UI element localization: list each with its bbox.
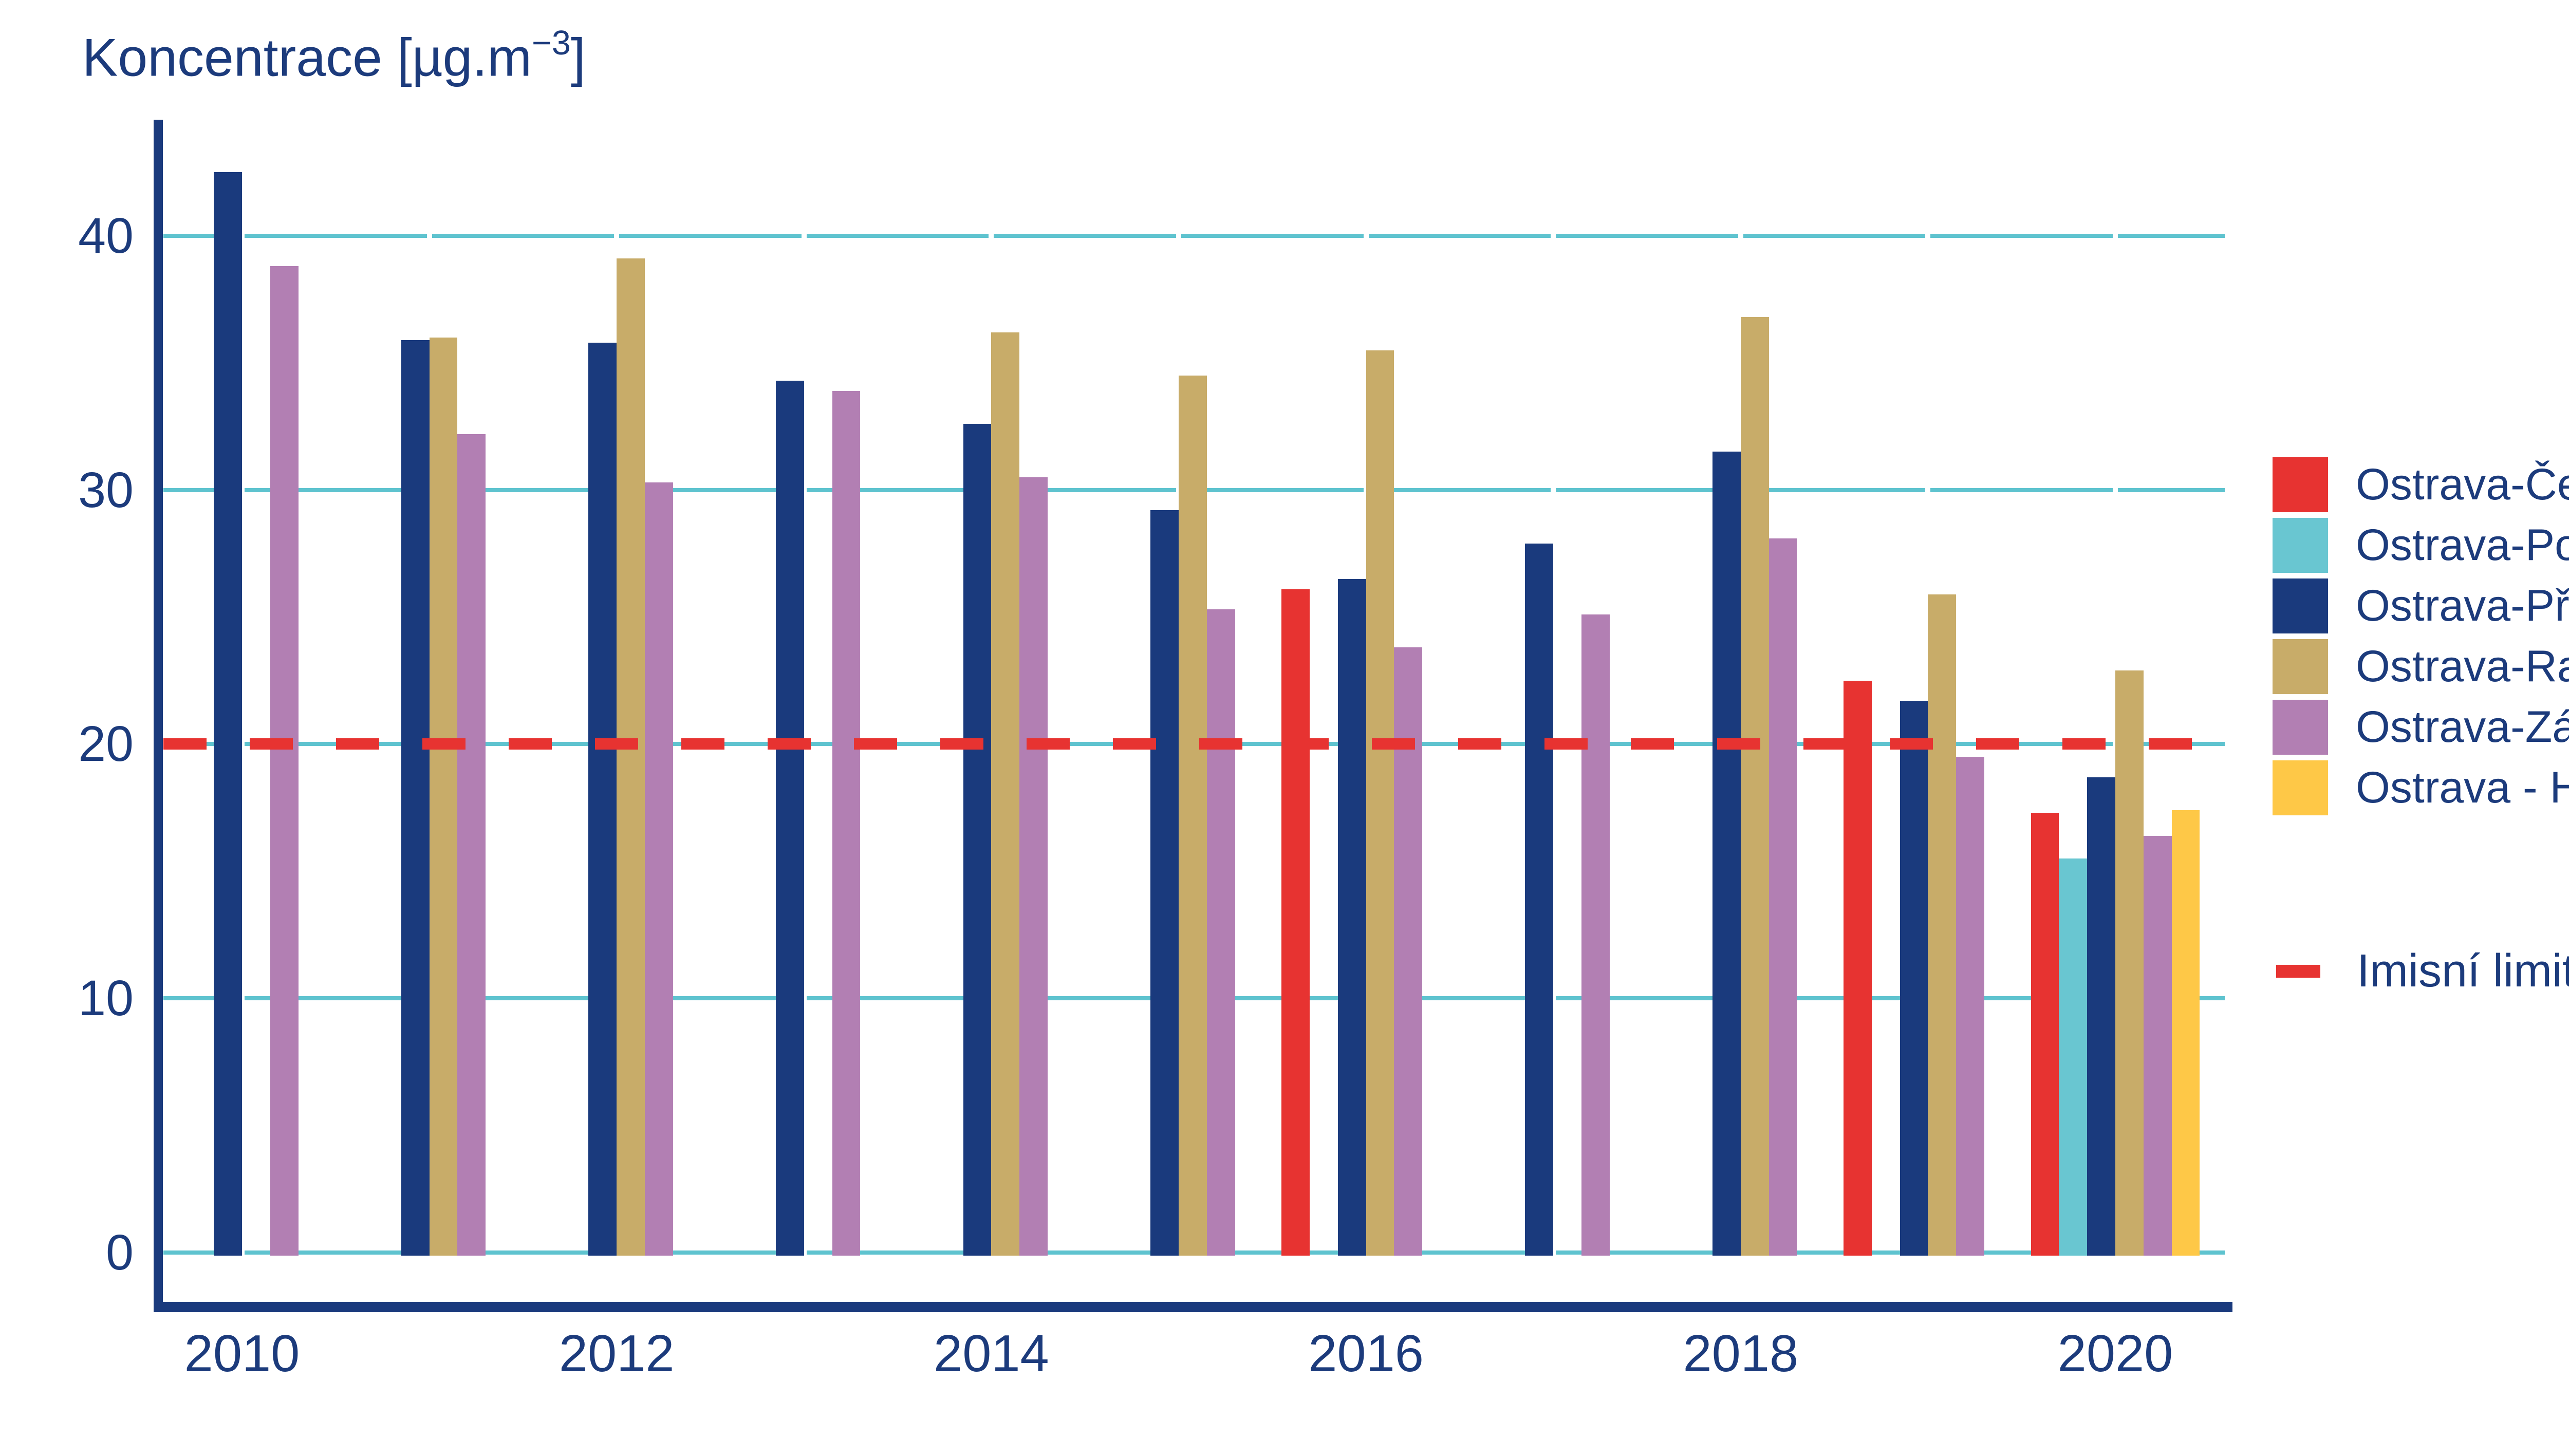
gridline-y40 [163,233,2225,238]
y-axis-tick-label: 40 [78,207,134,264]
chart-title-text: Koncentrace [µg.m [82,28,532,88]
bar-2018-s4 [1768,538,1797,1256]
legend-swatch-5 [2273,760,2328,815]
gridline-gap [1925,487,1931,494]
gridline-gap [801,996,807,1002]
limit-line [163,738,2225,750]
y-axis-tick-label: 10 [78,970,134,1026]
gridline-gap [426,233,432,239]
bar-2020-s5 [2171,810,2200,1256]
bar-2012-s2 [588,342,617,1256]
bar-2015-s3 [1179,376,1207,1256]
x-axis-tick-label: 2016 [1308,1325,1424,1383]
gridline-gap [801,1250,807,1256]
bar-2020-s0 [2031,813,2059,1256]
bar-2019-s4 [1956,757,1984,1256]
y-axis-line [154,120,163,1312]
bar-2018-s3 [1740,317,1769,1256]
bar-2011-s3 [429,337,458,1256]
gridline-gap [1551,1250,1556,1256]
gridline-gap [2113,487,2118,494]
gridline-gap [1551,487,1556,494]
bar-2012-s4 [645,482,673,1256]
x-axis-tick-label: 2012 [559,1325,675,1383]
bar-2017-s2 [1525,543,1554,1256]
gridline-gap [1176,233,1181,239]
chart-title-superscript: −3 [532,24,571,62]
bar-2016-s2 [1337,578,1366,1256]
gridline-gap [1363,233,1369,239]
bar-2010-s2 [214,172,242,1256]
bar-2010-s4 [270,266,299,1256]
gridline-gap [1925,233,1931,239]
gridline-gap [801,233,807,239]
bar-2020-s4 [2143,835,2172,1256]
gridline-gap [614,233,620,239]
x-axis-line [154,1302,2232,1312]
bar-2020-s1 [2059,858,2088,1256]
bar-2018-s2 [1712,452,1741,1256]
y-axis-tick-label: 30 [78,461,134,518]
gridline-gap [239,233,245,239]
gridline-gap [1551,233,1556,239]
x-axis-tick-label: 2020 [2057,1325,2173,1383]
bar-2020-s2 [2087,777,2115,1256]
chart-title: Koncentrace [µg.m−3] [82,24,586,88]
legend-swatch-2 [2273,578,2328,633]
gridline-gap [989,233,994,239]
legend-label-1: Ostrava-Poruba, DD [2356,520,2569,570]
y-axis-tick-label: 20 [78,716,134,772]
bar-2014-s2 [963,424,992,1256]
x-axis-tick-label: 2014 [934,1325,1049,1383]
gridline-gap [239,487,245,494]
gridline-gap [239,1250,245,1256]
bar-2013-s2 [776,380,804,1256]
legend-label-4: Ostrava-Zábřeh [2356,702,2569,752]
legend-swatch-1 [2273,518,2328,573]
bar-2016-s0 [1281,589,1310,1256]
bar-2019-s2 [1900,701,1928,1256]
legend-swatch-3 [2273,639,2328,694]
gridline-gap [239,996,245,1002]
x-axis-tick-label: 2018 [1683,1325,1799,1383]
legend-limit-label: Imisní limit [2357,945,2569,997]
bar-2019-s0 [1844,680,1872,1256]
chart-title-bracket: ] [570,28,586,88]
gridline-gap [801,487,807,494]
gridline-gap [1738,233,1743,239]
bar-2019-s3 [1928,594,1957,1256]
legend-swatch-0 [2273,457,2328,512]
bar-2017-s4 [1581,614,1610,1256]
legend-label-0: Ostrava-Českobratrská (hot spot) [2356,460,2569,509]
bar-2020-s3 [2115,670,2144,1256]
legend-label-2: Ostrava-Přívoz [2356,581,2569,630]
legend-limit-swatch [2276,965,2320,978]
bar-2011-s4 [457,434,486,1256]
gridline-gap [2113,233,2118,239]
legend-label-3: Ostrava-Radvanice ZÚ [2356,642,2569,691]
gridline-gap [1551,996,1556,1002]
bar-2012-s3 [617,258,645,1256]
legend-swatch-4 [2273,700,2328,755]
bar-2015-s2 [1150,510,1179,1256]
legend-label-5: Ostrava - Hrušov [2356,763,2569,812]
bar-2015-s4 [1206,609,1235,1256]
bar-2013-s4 [832,390,861,1256]
bar-2011-s2 [401,340,430,1256]
bar-2014-s3 [991,332,1020,1256]
bar-2016-s3 [1366,350,1394,1256]
y-axis-tick-label: 0 [106,1224,134,1280]
bar-2014-s4 [1019,477,1048,1256]
x-axis-tick-label: 2010 [184,1325,300,1383]
